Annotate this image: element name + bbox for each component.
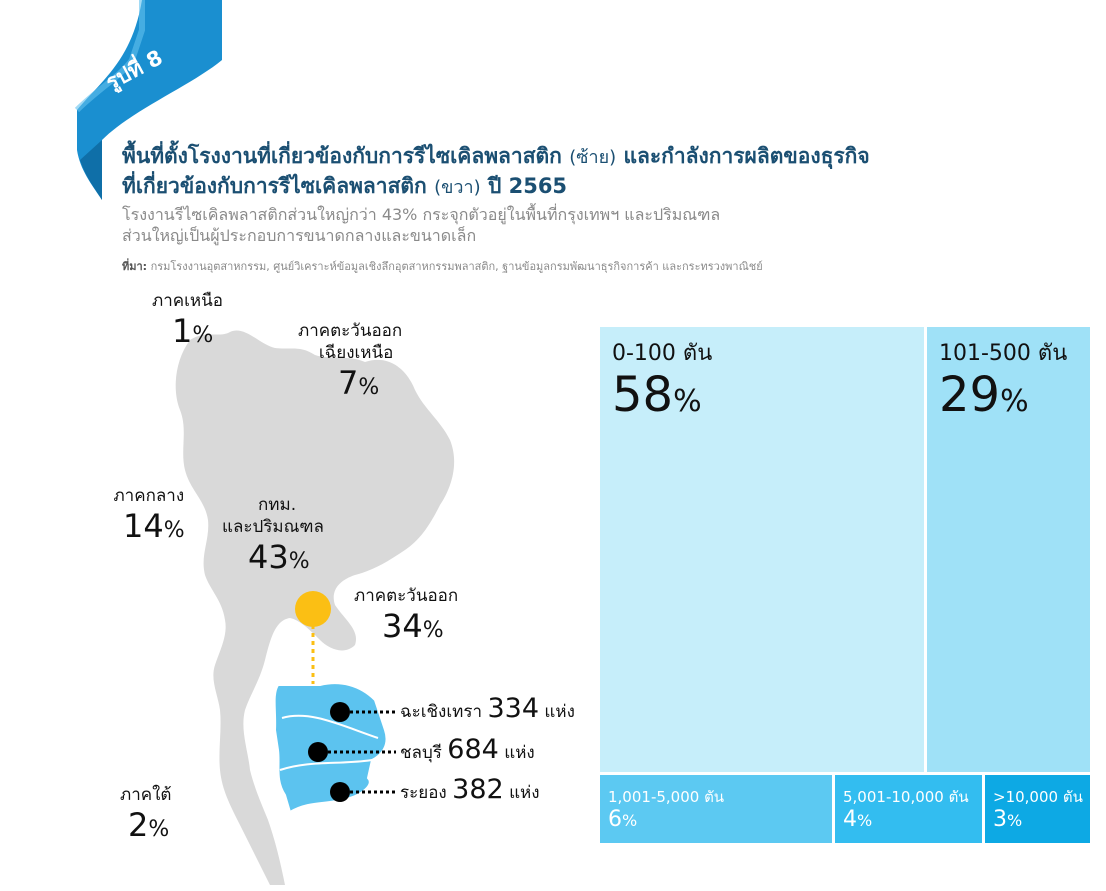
region-east-value: 34% [382, 607, 444, 645]
treemap-cell-101-500-value: 29% [939, 367, 1029, 423]
province-chachoengsao-count: 334 [487, 693, 540, 724]
province-chonburi: ชลบุรี 684 แห่ง [400, 734, 535, 766]
region-bangkok-value: 43% [248, 538, 310, 576]
title-line1-rest: และกำลังการผลิตของธุรกิจ [623, 144, 870, 168]
region-central-value: 14% [123, 507, 185, 545]
region-bangkok-name-1: กทม. [258, 495, 297, 515]
treemap-cell-0-100: 0-100 ตัน 58% [600, 327, 924, 772]
source-label: ที่มา: [122, 260, 148, 273]
title-line2-right-note: (ขวา) [434, 177, 481, 198]
thailand-map [175, 330, 455, 885]
province-chachoengsao-name: ฉะเชิงเทรา [400, 702, 483, 722]
region-bangkok: กทม. และปริมณฑล 43% [222, 494, 324, 576]
region-north-name: ภาคเหนือ [152, 291, 223, 311]
region-north-value: 1% [172, 312, 214, 350]
region-central: ภาคกลาง 14% [113, 485, 185, 545]
region-east-name: ภาคตะวันออก [354, 586, 459, 606]
title-line2-main: ที่เกี่ยวข้องกับการรีไซเคิลพลาสติก [122, 174, 427, 198]
province-chachoengsao-unit: แห่ง [544, 702, 575, 722]
bangkok-dot [295, 591, 331, 627]
province-dot-rayong [330, 782, 350, 802]
province-chonburi-unit: แห่ง [504, 743, 535, 763]
region-central-name: ภาคกลาง [113, 486, 185, 506]
treemap-cell-1001-5000-label: 1,001-5,000 ตัน [608, 788, 725, 806]
subtitle-line1: โรงงานรีไซเคิลพลาสติกส่วนใหญ่กว่า 43% กร… [122, 205, 721, 224]
region-south-name: ภาคใต้ [120, 785, 172, 805]
treemap-cell-over-10000: >10,000 ตัน 3% [985, 775, 1090, 843]
province-dot-chachoengsao [330, 702, 350, 722]
treemap-cell-1001-5000: 1,001-5,000 ตัน 6% [600, 775, 832, 843]
province-rayong-name: ระยอง [400, 783, 447, 803]
title-line1-main: พื้นที่ตั้งโรงงานที่เกี่ยวข้องกับการรีไซ… [122, 144, 562, 168]
treemap-cell-0-100-label: 0-100 ตัน [612, 341, 713, 366]
province-rayong-count: 382 [452, 774, 504, 805]
treemap-cell-over-10000-label: >10,000 ตัน [993, 788, 1083, 806]
province-rayong-unit: แห่ง [509, 783, 540, 803]
province-chonburi-count: 684 [447, 734, 499, 765]
title-line1-left-note: (ซ้าย) [569, 147, 617, 168]
treemap: 0-100 ตัน 58% 101-500 ตัน 29% 1,001-5,00… [600, 327, 1090, 843]
region-south-value: 2% [128, 806, 170, 844]
province-dot-chonburi [308, 742, 328, 762]
treemap-cell-1001-5000-value: 6% [608, 807, 638, 832]
region-northeast-name-1: ภาคตะวันออก [298, 321, 403, 341]
title-line2-year: ปี 2565 [487, 174, 568, 198]
province-chonburi-name: ชลบุรี [400, 743, 442, 763]
treemap-cell-5001-10000-label: 5,001-10,000 ตัน [843, 788, 969, 806]
region-northeast-value: 7% [338, 364, 380, 402]
subtitle-line2: ส่วนใหญ่เป็นผู้ประกอบการขนาดกลางและขนาดเ… [122, 226, 477, 245]
province-rayong: ระยอง 382 แห่ง [400, 774, 540, 806]
province-border-2 [279, 759, 373, 771]
chart-title: พื้นที่ตั้งโรงงานที่เกี่ยวข้องกับการรีไซ… [122, 142, 1082, 202]
chart-subtitle: โรงงานรีไซเคิลพลาสติกส่วนใหญ่กว่า 43% กร… [122, 204, 1022, 246]
treemap-cell-5001-10000: 5,001-10,000 ตัน 4% [835, 775, 982, 843]
treemap-cell-over-10000-value: 3% [993, 807, 1023, 832]
region-north: ภาคเหนือ 1% [152, 290, 223, 350]
region-northeast-name-2: เฉียงเหนือ [318, 343, 394, 363]
source-text: กรมโรงงานอุตสาหกรรม, ศูนย์วิเคราะห์ข้อมู… [150, 260, 763, 273]
region-east: ภาคตะวันออก 34% [354, 585, 458, 645]
region-northeast: ภาคตะวันออก เฉียงเหนือ 7% [298, 320, 402, 402]
region-bangkok-name-2: และปริมณฑล [222, 517, 324, 537]
province-border-1 [281, 714, 379, 739]
figure-ribbon [74, 0, 222, 200]
treemap-cell-101-500-label: 101-500 ตัน [939, 341, 1068, 366]
province-chachoengsao: ฉะเชิงเทรา 334 แห่ง [400, 693, 575, 725]
treemap-cell-0-100-value: 58% [612, 367, 702, 423]
region-south: ภาคใต้ 2% [120, 784, 171, 844]
source-note: ที่มา: กรมโรงงานอุตสาหกรรม, ศูนย์วิเคราะ… [122, 257, 1082, 275]
treemap-cell-101-500: 101-500 ตัน 29% [927, 327, 1090, 772]
treemap-cell-5001-10000-value: 4% [843, 807, 873, 832]
